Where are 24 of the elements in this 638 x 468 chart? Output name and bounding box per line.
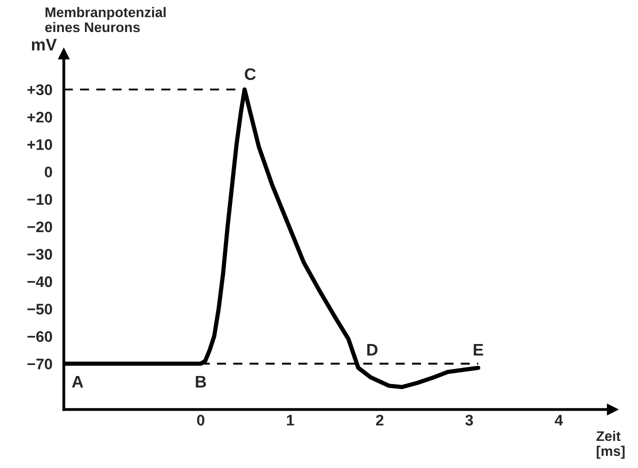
- chart-title: Membranpotenzial eines Neurons: [45, 7, 166, 32]
- annotation: D: [367, 344, 378, 356]
- x-tick-label: 4: [554, 414, 563, 426]
- x-tick-label: 2: [376, 414, 384, 426]
- y-tick-label: −30: [27, 248, 52, 260]
- annotation: E: [474, 344, 484, 356]
- y-axis-title: mV: [32, 38, 57, 50]
- y-tick-label: −70: [27, 358, 52, 370]
- y-tick-label: −20: [27, 221, 52, 232]
- y-tick-label: −50: [27, 304, 52, 315]
- y-tick-label: −10: [27, 194, 52, 205]
- annotation: B: [196, 376, 206, 388]
- y-tick-label: −60: [27, 331, 52, 342]
- y-tick-label: −40: [27, 276, 52, 288]
- x-tick-label: 0: [197, 414, 204, 426]
- y-tick-label: +10: [27, 139, 52, 150]
- y-tick-label: +30: [27, 84, 52, 96]
- annotation: A: [72, 376, 84, 388]
- annotation: C: [244, 68, 256, 80]
- x-axis-title: Zeit [ms]: [596, 430, 625, 459]
- x-tick-label: 3: [465, 414, 473, 426]
- y-tick-label: 0: [44, 166, 52, 178]
- y-tick-label: +20: [27, 112, 52, 123]
- x-tick-label: 1: [286, 414, 294, 426]
